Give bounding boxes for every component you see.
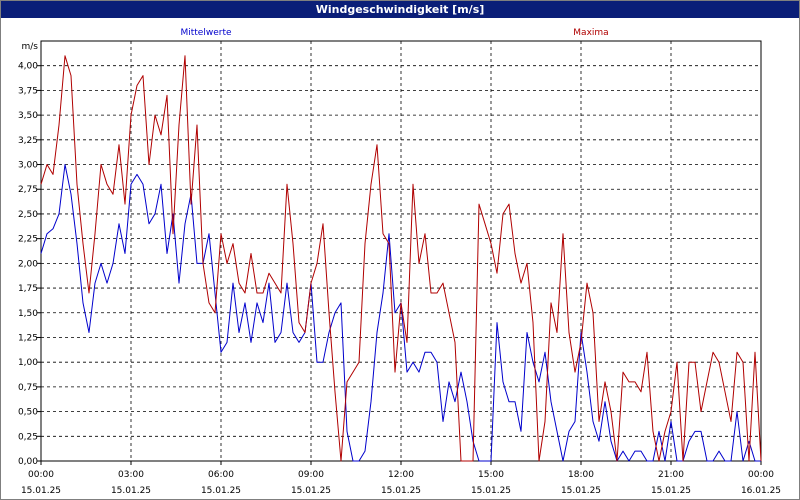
x-tick-date: 15.01.25 [111, 486, 151, 496]
x-tick-time: 06:00 [208, 470, 234, 480]
y-tick-label: 3,75 [18, 86, 38, 96]
y-tick-label: 3,25 [18, 136, 38, 146]
x-tick-time: 12:00 [388, 470, 414, 480]
x-tick-time: 00:00 [748, 470, 774, 480]
x-tick-date: 15.01.25 [291, 486, 331, 496]
x-tick-time: 15:00 [478, 470, 504, 480]
y-axis-label: m/s [22, 42, 39, 52]
x-tick-date: 15.01.25 [561, 486, 601, 496]
x-tick-date: 16.01.25 [741, 486, 781, 496]
y-tick-label: 0,50 [18, 408, 38, 418]
x-tick-date: 15.01.25 [381, 486, 421, 496]
y-tick-label: 1,50 [18, 309, 38, 319]
y-tick-label: 4,00 [18, 62, 38, 72]
x-tick-date: 15.01.25 [471, 486, 511, 496]
y-tick-label: 1,25 [18, 333, 38, 343]
x-tick-time: 09:00 [298, 470, 324, 480]
legend-maxima: Maxima [573, 28, 608, 38]
y-tick-label: 0,25 [18, 432, 38, 442]
x-tick-date: 15.01.25 [201, 486, 241, 496]
x-tick-time: 21:00 [658, 470, 684, 480]
legend-mittelwerte: Mittelwerte [180, 28, 231, 38]
y-tick-label: 2,00 [18, 259, 38, 269]
y-tick-label: 3,50 [18, 111, 38, 121]
x-tick-time: 18:00 [568, 470, 594, 480]
y-tick-label: 1,75 [18, 284, 38, 294]
y-tick-label: 2,50 [18, 210, 38, 220]
y-tick-label: 0,00 [18, 457, 38, 467]
y-tick-label: 3,00 [18, 161, 38, 171]
x-tick-date: 15.01.25 [651, 486, 691, 496]
x-tick-time: 03:00 [118, 470, 144, 480]
series-line-maxima [40, 55, 762, 462]
y-tick-label: 2,25 [18, 235, 38, 245]
window-title: Windgeschwindigkeit [m/s] [1, 1, 799, 18]
y-tick-label: 1,00 [18, 358, 38, 368]
x-tick-time: 00:00 [28, 470, 54, 480]
x-tick-date: 15.01.25 [21, 486, 61, 496]
y-tick-label: 0,75 [18, 383, 38, 393]
y-tick-label: 2,75 [18, 185, 38, 195]
